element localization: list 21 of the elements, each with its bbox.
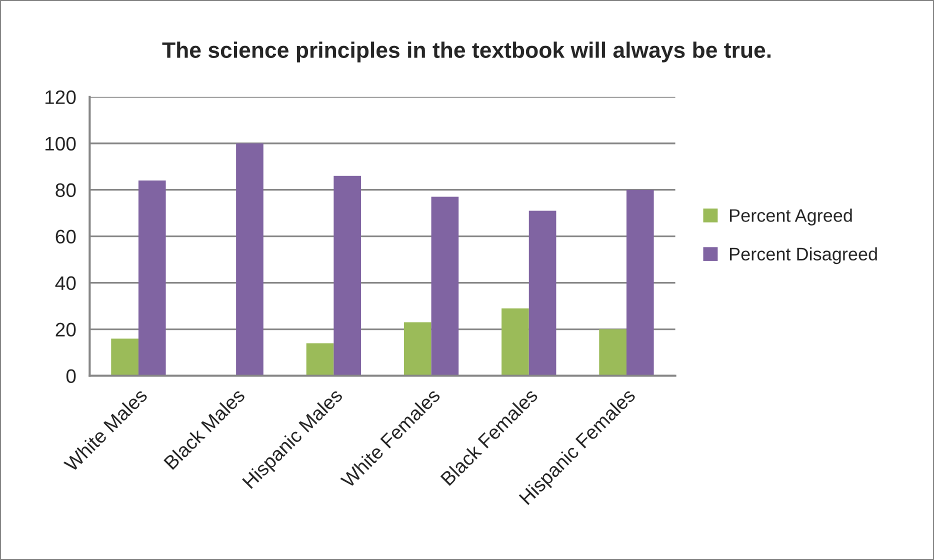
chart-title: The science principles in the textbook will always be true.: [162, 42, 771, 62]
bar: [236, 143, 264, 376]
legend-label: Percent Agreed: [730, 208, 852, 226]
y-tick-label: 80: [56, 183, 76, 198]
bar: [599, 329, 626, 376]
bar: [431, 196, 459, 376]
bar: [306, 343, 334, 376]
y-tick-label: 0: [66, 369, 76, 383]
bar: [626, 190, 654, 376]
legend-label: Percent Disagreed: [730, 247, 877, 264]
y-tick-label: 20: [56, 322, 76, 337]
bar: [138, 180, 166, 376]
bar: [404, 322, 432, 376]
y-tick-label: 40: [55, 276, 76, 290]
bar: [334, 176, 361, 376]
bar: [528, 210, 556, 376]
y-tick-label: 120: [46, 90, 76, 104]
y-tick-label: 100: [46, 136, 76, 151]
bar: [111, 338, 138, 376]
y-tick-label: 60: [56, 230, 76, 244]
bar: [502, 308, 529, 376]
